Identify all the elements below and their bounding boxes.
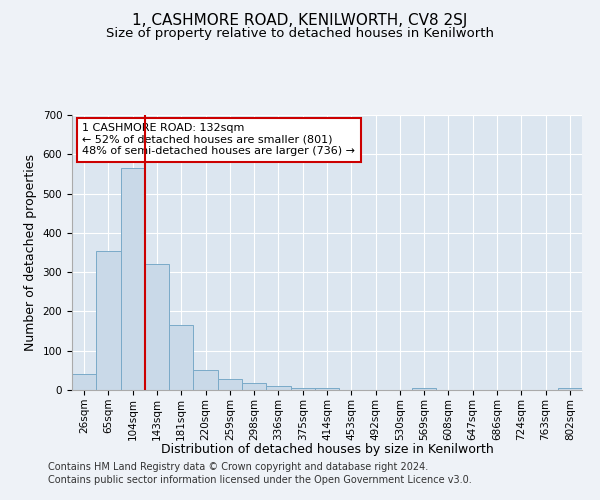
Bar <box>72 374 96 390</box>
Bar <box>193 370 218 390</box>
Bar <box>242 383 266 390</box>
Bar <box>96 250 121 390</box>
Text: Size of property relative to detached houses in Kenilworth: Size of property relative to detached ho… <box>106 28 494 40</box>
Y-axis label: Number of detached properties: Number of detached properties <box>24 154 37 351</box>
Text: Contains HM Land Registry data © Crown copyright and database right 2024.: Contains HM Land Registry data © Crown c… <box>48 462 428 472</box>
Bar <box>169 325 193 390</box>
Bar <box>121 168 145 390</box>
Bar <box>290 388 315 390</box>
Bar <box>266 386 290 390</box>
Bar <box>218 379 242 390</box>
Bar <box>558 388 582 390</box>
Text: 1 CASHMORE ROAD: 132sqm
← 52% of detached houses are smaller (801)
48% of semi-d: 1 CASHMORE ROAD: 132sqm ← 52% of detache… <box>82 123 355 156</box>
Bar <box>145 264 169 390</box>
Text: Distribution of detached houses by size in Kenilworth: Distribution of detached houses by size … <box>161 442 493 456</box>
Text: 1, CASHMORE ROAD, KENILWORTH, CV8 2SJ: 1, CASHMORE ROAD, KENILWORTH, CV8 2SJ <box>133 12 467 28</box>
Bar <box>315 388 339 390</box>
Bar <box>412 388 436 390</box>
Text: Contains public sector information licensed under the Open Government Licence v3: Contains public sector information licen… <box>48 475 472 485</box>
